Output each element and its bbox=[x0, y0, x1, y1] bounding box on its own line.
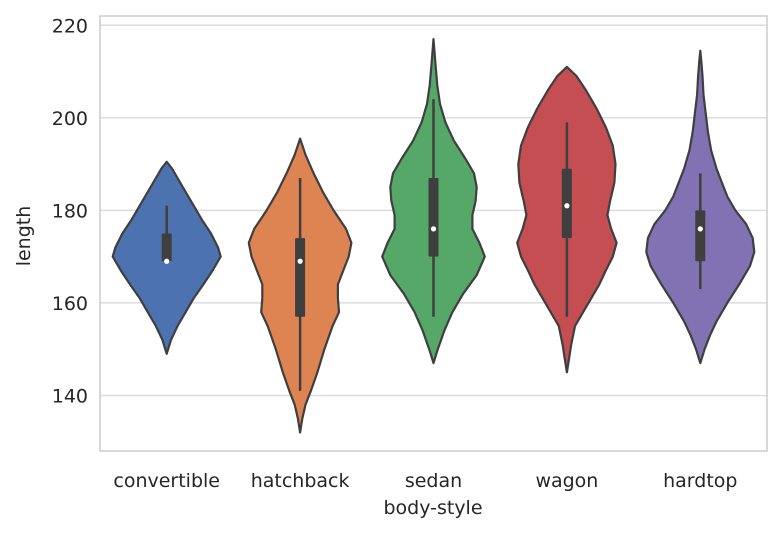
x-axis-label: body-style bbox=[383, 497, 482, 519]
violin-hardtop bbox=[645, 49, 756, 365]
median-point-convertible bbox=[164, 258, 170, 264]
y-tick-label: 180 bbox=[52, 200, 88, 222]
y-tick-label: 220 bbox=[52, 15, 88, 37]
median-point-hatchback bbox=[297, 258, 303, 264]
y-tick-labels: 140 160 180 200 220 bbox=[52, 15, 88, 407]
x-tick-label-sedan: sedan bbox=[405, 470, 462, 492]
y-axis-label: length bbox=[13, 206, 35, 267]
iqr-box-sedan bbox=[428, 177, 439, 257]
median-point-wagon bbox=[564, 203, 570, 209]
y-tick-label: 200 bbox=[52, 108, 88, 130]
median-point-sedan bbox=[430, 226, 437, 232]
x-tick-label-hardtop: hardtop bbox=[663, 470, 737, 492]
iqr-box-convertible bbox=[161, 233, 172, 262]
violin-wagon bbox=[516, 65, 618, 374]
violin-convertible bbox=[111, 160, 222, 355]
y-tick-label: 160 bbox=[52, 293, 88, 315]
plot-frame bbox=[99, 15, 768, 452]
iqr-box-hardtop bbox=[695, 210, 706, 262]
violin-hatchback bbox=[247, 137, 353, 434]
x-tick-label-convertible: convertible bbox=[113, 470, 220, 492]
x-tick-label-wagon: wagon bbox=[535, 470, 598, 492]
median-point-hardtop bbox=[697, 226, 703, 232]
x-tick-label-hatchback: hatchback bbox=[251, 470, 350, 492]
violins bbox=[111, 38, 756, 434]
x-tick-labels: convertible hatchback sedan wagon hardtop bbox=[113, 470, 737, 492]
y-tick-label: 140 bbox=[52, 385, 88, 407]
violin-sedan bbox=[381, 38, 486, 365]
iqr-box-hatchback bbox=[295, 238, 306, 317]
